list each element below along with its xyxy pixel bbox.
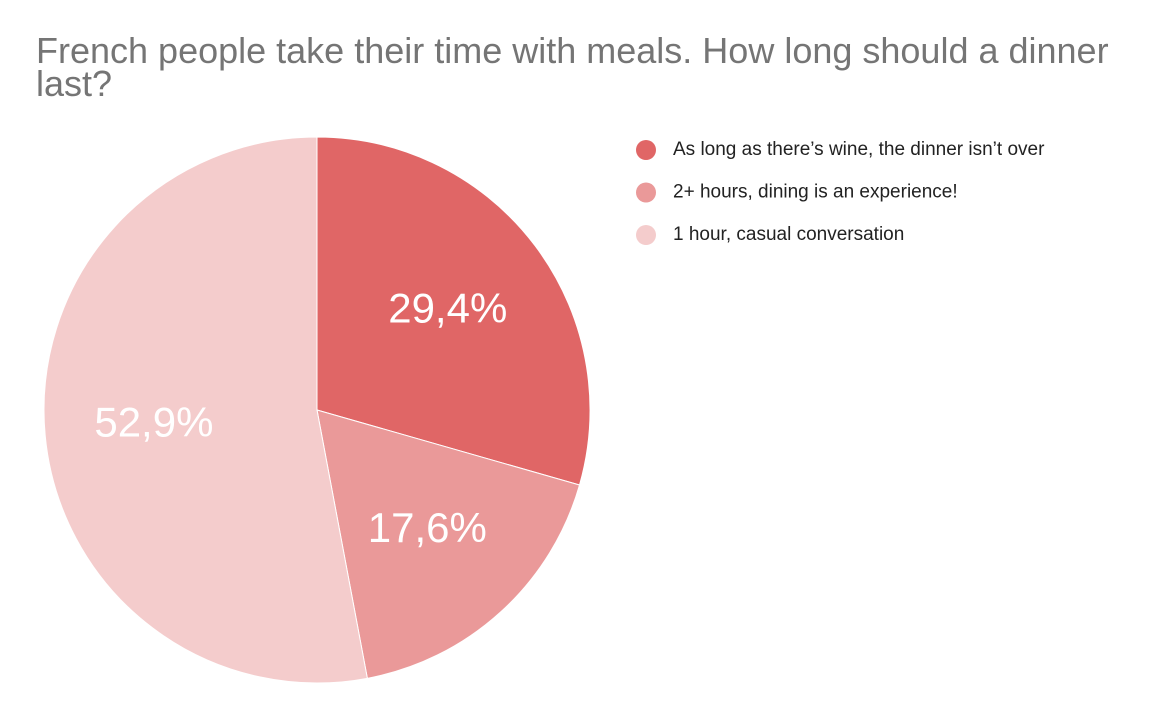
- legend-swatch: [636, 225, 656, 245]
- slice-label: 52,9%: [94, 398, 213, 445]
- pie-slice: [316, 136, 591, 486]
- chart-title: French people take their time with meals…: [36, 30, 1109, 104]
- pie-slice: [316, 409, 581, 679]
- legend-label: As long as there’s wine, the dinner isn’…: [673, 139, 1045, 160]
- legend-label: 1 hour, casual conversation: [673, 224, 904, 245]
- legend-label: 2+ hours, dining is an experience!: [673, 182, 958, 203]
- slice-label: 29,4%: [388, 284, 507, 331]
- legend-swatch: [636, 140, 656, 160]
- slice-label: 17,6%: [368, 504, 487, 551]
- pie-slice: [43, 136, 368, 684]
- legend-swatch: [636, 182, 656, 203]
